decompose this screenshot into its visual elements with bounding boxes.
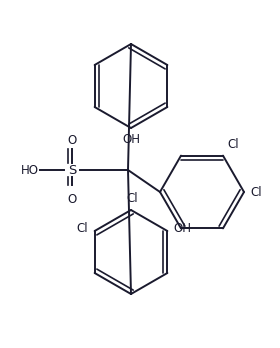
Text: Cl: Cl (250, 185, 262, 198)
Text: Cl: Cl (227, 137, 239, 151)
Text: OH: OH (122, 133, 140, 146)
Text: O: O (67, 193, 77, 206)
Text: OH: OH (173, 221, 191, 235)
Text: Cl: Cl (126, 192, 138, 205)
Text: O: O (67, 134, 77, 147)
Text: HO: HO (21, 164, 39, 176)
Text: Cl: Cl (76, 221, 88, 235)
Text: S: S (68, 164, 76, 176)
